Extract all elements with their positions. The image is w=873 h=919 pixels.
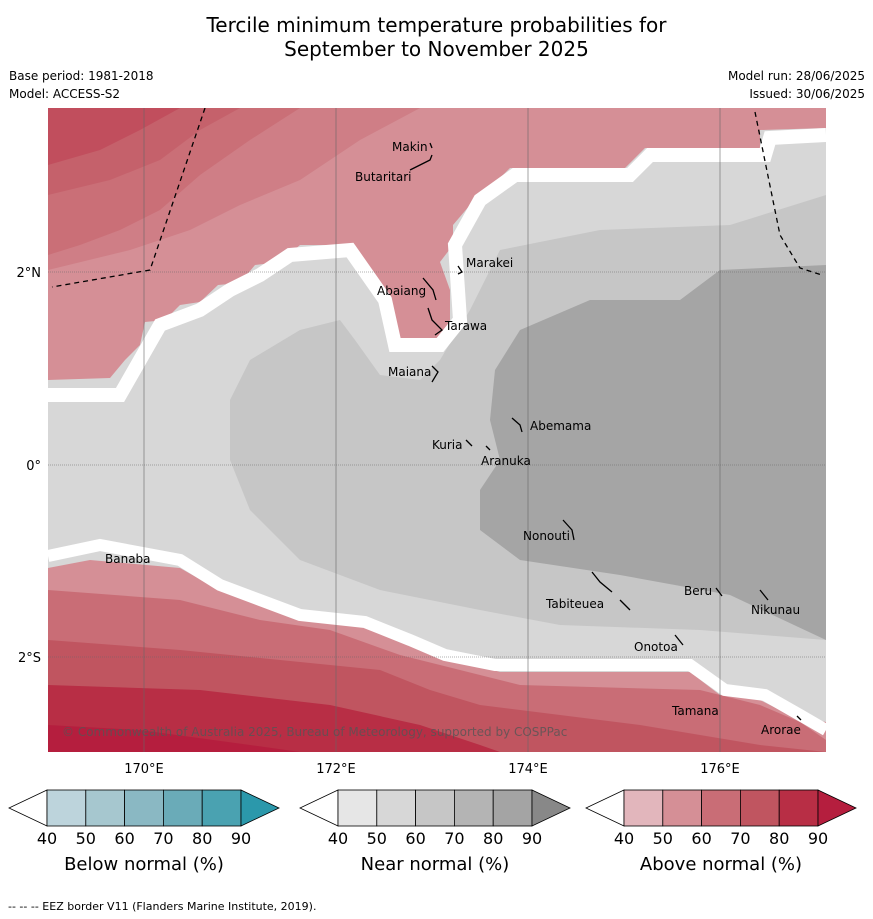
place-label: Tabiteuea <box>545 597 604 611</box>
legend-max-extension <box>817 789 857 827</box>
place-label: Tarawa <box>444 319 487 333</box>
legend-1: 40 50 60 70 80 90 Near normal (%) <box>299 789 571 875</box>
legend-swatch <box>415 789 455 827</box>
legend-tick: 80 <box>769 829 789 848</box>
place-label: Arorae <box>761 723 801 737</box>
place-label: Kuria <box>432 438 463 452</box>
eez-footnote: -- -- -- EEZ border V11 (Flanders Marine… <box>8 900 317 913</box>
legend-label: Near normal (%) <box>361 854 510 875</box>
place-label: Nonouti <box>523 529 570 543</box>
lon-tick: 170°E <box>124 762 164 777</box>
legend-tick: 50 <box>367 829 387 848</box>
legend-min-extension <box>585 789 625 827</box>
map-title-line1: Tercile minimum temperature probabilitie… <box>206 13 667 37</box>
legend-max-extension <box>531 789 571 827</box>
legend-swatch <box>662 789 702 827</box>
place-label: Maiana <box>388 365 431 379</box>
legend-tick: 60 <box>405 829 425 848</box>
lon-tick: 174°E <box>508 762 548 777</box>
model-name: Model: ACCESS-S2 <box>9 87 121 101</box>
legend-swatch <box>623 789 664 827</box>
base-period: Base period: 1981-2018 <box>9 69 154 83</box>
lat-tick: 2°N <box>17 266 42 281</box>
place-label: Marakei <box>466 256 513 270</box>
map-area: Makin Butaritari Marakei Abaiang Tarawa … <box>48 108 826 752</box>
legend-swatch <box>701 789 741 827</box>
legend-tick: 90 <box>522 829 542 848</box>
place-label: Beru <box>684 584 712 598</box>
issued-date: Issued: 30/06/2025 <box>749 87 865 101</box>
place-label: Aranuka <box>481 454 531 468</box>
legend-tick: 70 <box>444 829 464 848</box>
copyright-notice: © Commonwealth of Australia 2025, Bureau… <box>62 725 567 739</box>
place-label: Nikunau <box>751 603 800 617</box>
place-label: Abaiang <box>377 284 426 298</box>
place-label: Makin <box>392 140 428 154</box>
legend-swatch <box>376 789 416 827</box>
lon-tick: 176°E <box>700 762 740 777</box>
map-title-line2: September to November 2025 <box>284 37 589 61</box>
legend-tick: 70 <box>153 829 173 848</box>
place-label: Abemama <box>530 419 591 433</box>
graticule <box>48 108 826 752</box>
legend-tick: 90 <box>231 829 251 848</box>
legend-tick: 50 <box>653 829 673 848</box>
legend-label: Above normal (%) <box>640 854 802 875</box>
colorbar-legends: 40 50 60 70 80 90 Below normal (%) 40 50 60 70 80 90… <box>8 789 857 875</box>
legend-swatch <box>453 789 494 827</box>
place-label: Onotoa <box>634 640 678 654</box>
legend-2: 40 50 60 70 80 90 Above normal (%) <box>585 789 857 875</box>
legend-swatch <box>162 789 203 827</box>
place-label: Banaba <box>105 552 151 566</box>
legend-swatch <box>201 789 242 827</box>
legend-swatch <box>46 789 87 827</box>
legend-tick: 50 <box>76 829 96 848</box>
islands <box>409 142 802 721</box>
lon-tick: 172°E <box>316 762 356 777</box>
legend-0: 40 50 60 70 80 90 Below normal (%) <box>8 789 280 875</box>
lat-tick: 2°S <box>18 651 41 666</box>
legend-tick: 80 <box>192 829 212 848</box>
legend-max-extension <box>240 789 280 827</box>
legend-tick: 40 <box>614 829 634 848</box>
legend-tick: 70 <box>730 829 750 848</box>
legend-min-extension <box>8 789 48 827</box>
eez-border <box>51 108 823 288</box>
legend-swatch <box>124 789 164 827</box>
legend-swatch <box>337 789 378 827</box>
legend-swatch <box>492 789 533 827</box>
legend-tick: 80 <box>483 829 503 848</box>
place-label: Tamana <box>671 704 719 718</box>
place-label: Butaritari <box>355 170 412 184</box>
legend-tick: 40 <box>37 829 57 848</box>
legend-tick: 90 <box>808 829 828 848</box>
legend-label: Below normal (%) <box>64 854 224 875</box>
place-labels: Makin Butaritari Marakei Abaiang Tarawa … <box>105 140 801 737</box>
model-run: Model run: 28/06/2025 <box>727 69 865 83</box>
legend-swatch <box>778 789 819 827</box>
legend-min-extension <box>299 789 339 827</box>
legend-tick: 40 <box>328 829 348 848</box>
legend-tick: 60 <box>114 829 134 848</box>
axis-labels: 170°E 172°E 174°E 176°E 2°N 0° 2°S <box>17 266 740 777</box>
legend-tick: 60 <box>691 829 711 848</box>
lat-tick: 0° <box>26 459 41 474</box>
legend-swatch <box>740 789 780 827</box>
legend-swatch <box>85 789 126 827</box>
